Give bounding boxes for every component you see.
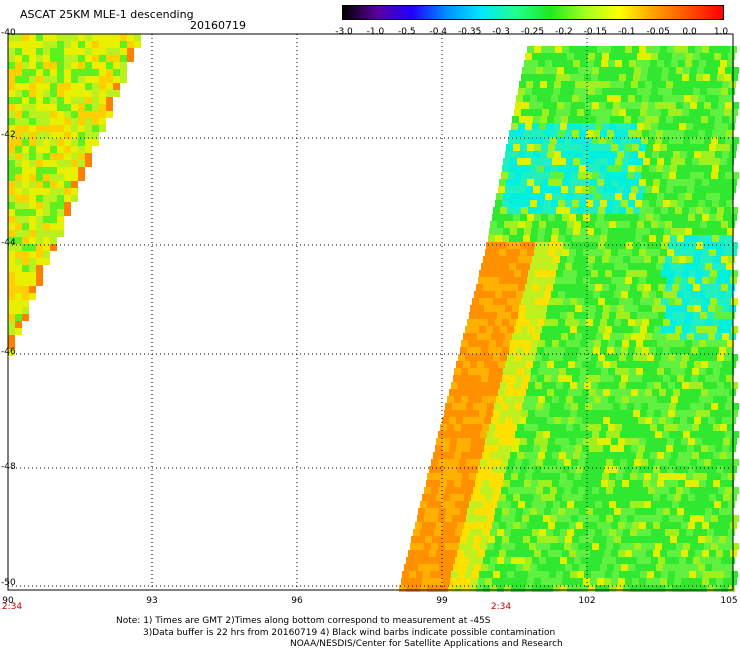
colorbar-tick-label: -0.05 [646,27,670,37]
colorbar-tick-label: -0.35 [458,27,482,37]
lon-label-105: 105 [720,596,738,606]
lon-label-99: 99 [436,596,448,606]
right-swath [399,46,739,592]
colorbar-tick-label: -0.5 [398,27,416,37]
colorbar-tick-label: -3.0 [335,27,353,37]
lon-label-93: 93 [146,596,158,606]
map-title: ASCAT 25KM MLE-1 descending [20,8,194,21]
lon-label-90: 90 [2,596,14,606]
map-date: 20160719 [190,19,246,32]
colorbar-tick-label: -1.0 [366,27,385,37]
colorbar-tick-label: -0.25 [520,27,545,37]
lat-label-40: -40 [1,28,16,38]
lat-label-50: -50 [1,578,16,588]
lon-label-102: 102 [578,596,596,606]
swath-map [7,33,739,592]
colorbar [342,5,724,20]
time-label-right: 2:34 [490,602,512,612]
lat-label-42: -42 [1,130,16,140]
lon-label-96: 96 [291,596,303,606]
left-swath [8,34,141,356]
colorbar-tick-label: -0.15 [583,27,607,37]
colorbar-tick-label: -0.4 [429,27,448,37]
map-frame [7,33,734,591]
lat-label-46: -46 [1,347,16,357]
lat-label-44: -44 [1,238,16,248]
colorbar-tick-label: -0.3 [492,27,510,37]
colorbar-tick-label: 0.0 [682,27,697,37]
colorbar-tick-label: -0.2 [555,27,573,37]
footer-note-1: Note: 1) Times are GMT 2)Times along bot… [116,616,491,626]
footer-note-3: NOAA/NESDIS/Center for Satellite Applica… [290,639,563,649]
colorbar-tick-label: -0.1 [617,27,636,37]
time-label-left: 2:34 [1,602,23,612]
footer-note-2: 3)Data buffer is 22 hrs from 20160719 4)… [143,628,556,638]
colorbar-tick-label: 1.0 [713,27,729,37]
lat-label-48: -48 [1,462,16,472]
